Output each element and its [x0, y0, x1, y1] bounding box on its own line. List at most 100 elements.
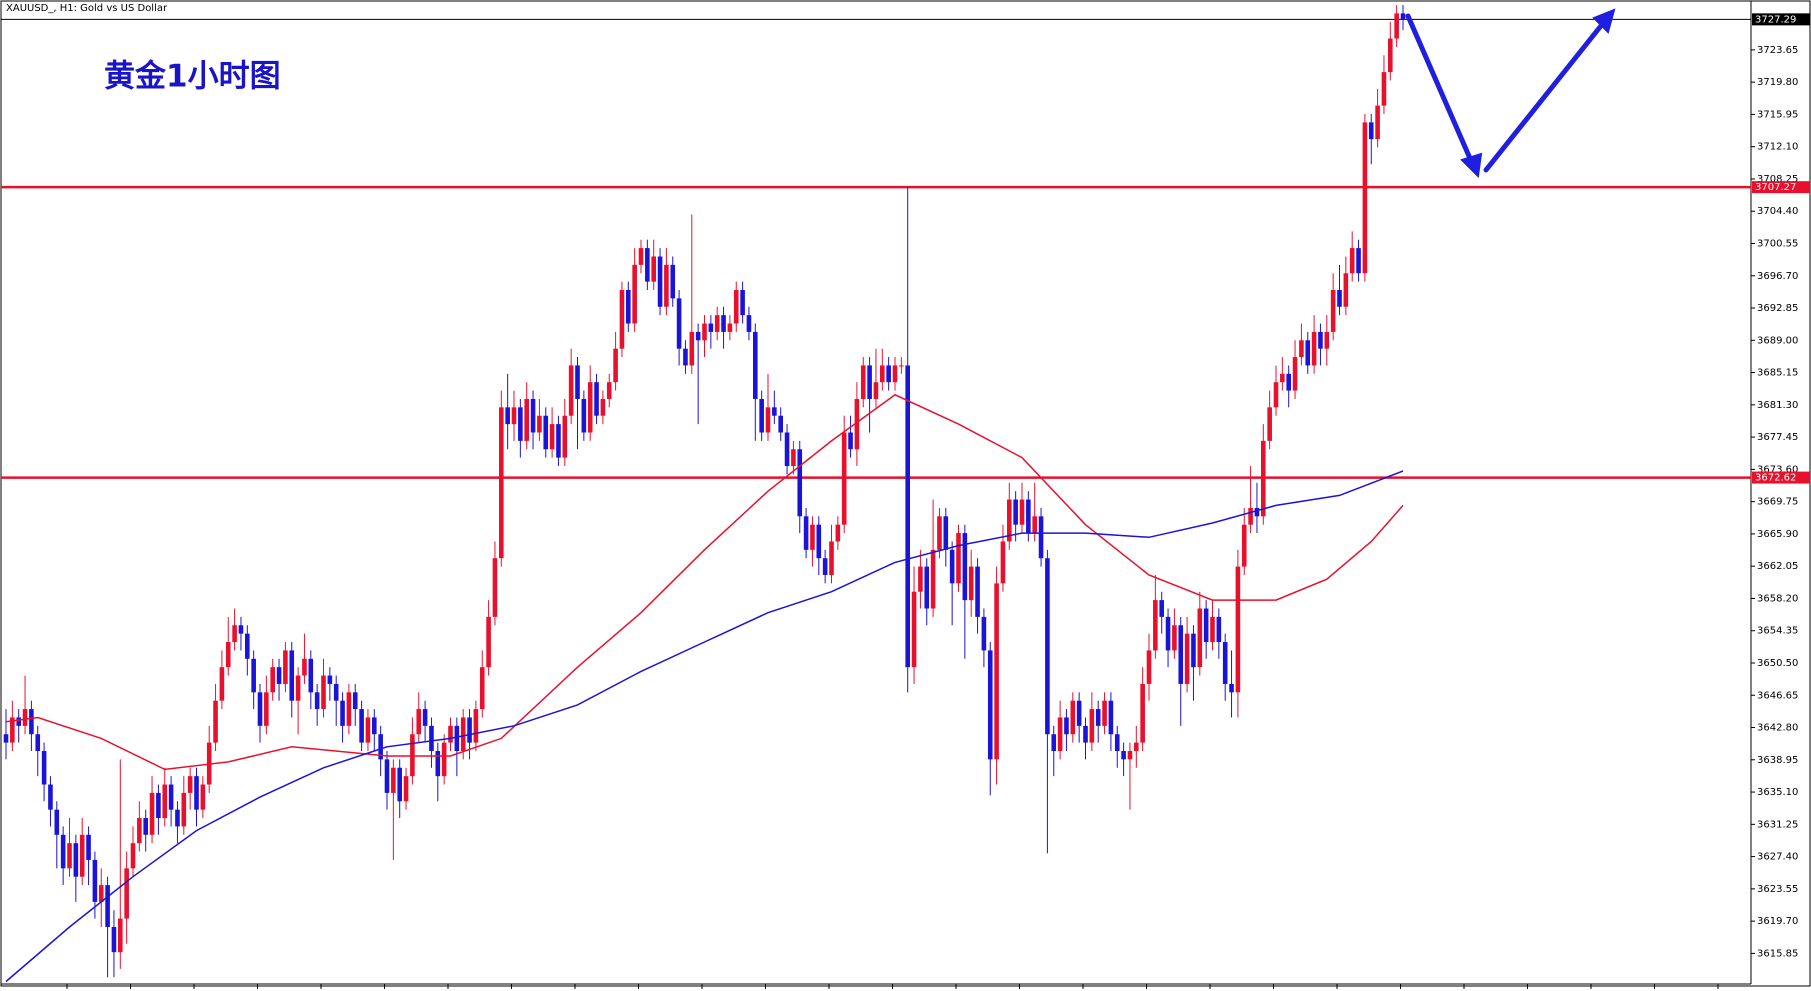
candle-body — [124, 868, 129, 919]
arrow-head — [1460, 152, 1483, 179]
candle-body — [352, 692, 358, 710]
candle-body — [575, 365, 580, 399]
candle-body — [130, 843, 136, 869]
candle-body — [581, 398, 587, 433]
candle-body — [359, 709, 364, 743]
candle-body — [1146, 650, 1152, 684]
candle-body — [746, 315, 752, 332]
candle-body — [473, 709, 479, 743]
candle-body — [791, 449, 796, 467]
y-tick-label: 3615.85 — [1757, 948, 1798, 959]
candle-body — [1248, 507, 1253, 525]
candle-body — [867, 365, 872, 399]
candle-body — [924, 566, 930, 609]
candle-body — [772, 407, 777, 416]
candle-body — [1330, 290, 1336, 332]
candle-body — [486, 616, 491, 668]
candle-body — [1064, 717, 1069, 735]
candle-body — [1222, 642, 1228, 684]
candle-body — [416, 709, 422, 735]
candle-body — [98, 885, 104, 902]
price-label: 3707.27 — [1755, 182, 1796, 193]
candle-body — [460, 717, 466, 751]
candle-body — [1261, 440, 1266, 517]
candle-body — [511, 407, 517, 425]
candle-body — [1057, 717, 1063, 751]
candle-body — [841, 432, 847, 525]
y-tick-label: 3619.70 — [1757, 916, 1798, 927]
candle-body — [1368, 122, 1374, 140]
y-tick-label: 3715.95 — [1757, 109, 1798, 120]
candle-body — [384, 759, 390, 793]
candle-body — [73, 843, 79, 877]
candle-body — [175, 809, 180, 827]
candle-body — [1134, 742, 1139, 751]
candle-body — [638, 248, 644, 265]
candle-body — [1203, 608, 1209, 643]
y-tick-label: 3689.00 — [1757, 335, 1798, 346]
candle-body — [219, 667, 225, 701]
candle-body — [683, 348, 688, 366]
candle-body — [1102, 700, 1107, 726]
candle-body — [340, 700, 345, 726]
candle-body — [1400, 13, 1406, 20]
candle-body — [930, 549, 936, 609]
candle-body — [778, 415, 783, 433]
candle-body — [1216, 616, 1222, 643]
candle-body — [1140, 683, 1145, 743]
candle-body — [600, 398, 606, 416]
candle-body — [537, 415, 542, 433]
candle-body — [1114, 734, 1120, 751]
candle-body — [1178, 625, 1184, 684]
candle-body — [1324, 331, 1330, 349]
candle-body — [994, 583, 999, 760]
candle-body — [918, 566, 923, 592]
candle-body — [225, 642, 231, 668]
candle-body — [968, 566, 974, 601]
candle-body — [1210, 616, 1215, 643]
candle-body — [238, 625, 244, 634]
candle-body — [105, 885, 110, 928]
candle-body — [1184, 633, 1190, 684]
candle-body — [1273, 382, 1279, 408]
candle-body — [676, 298, 682, 349]
candle-body — [632, 264, 637, 324]
candle-body — [880, 365, 885, 383]
candle-body — [181, 792, 187, 827]
candle-body — [594, 382, 599, 416]
candle-body — [727, 323, 733, 332]
candle-body — [410, 734, 415, 777]
candle-body — [270, 667, 275, 693]
candle-body — [1095, 709, 1101, 726]
price-label-box — [1752, 13, 1810, 26]
y-tick-label: 3685.15 — [1757, 368, 1798, 379]
candle-body — [1349, 248, 1355, 274]
candle-body — [41, 750, 47, 785]
candle-body — [613, 348, 618, 383]
candle-body — [295, 675, 301, 701]
candle-body — [829, 541, 834, 575]
candle-body — [626, 290, 631, 324]
candle-body — [1007, 499, 1012, 542]
candle-body — [949, 549, 955, 584]
candle-body — [1076, 700, 1082, 726]
candle-body — [1000, 541, 1006, 584]
candle-body — [702, 323, 707, 341]
candle-body — [1032, 516, 1037, 534]
y-tick-label: 3642.80 — [1757, 723, 1798, 734]
candle-body — [1108, 700, 1114, 735]
candle-body — [92, 859, 98, 902]
candle-body — [143, 818, 148, 835]
candle-body — [308, 658, 314, 693]
y-tick-label: 3696.70 — [1757, 271, 1798, 282]
candle-body — [835, 524, 841, 542]
candle-body — [1019, 499, 1025, 525]
candle-body — [899, 365, 904, 367]
candle-body — [733, 290, 739, 324]
y-tick-label: 3681.30 — [1757, 400, 1798, 411]
price-label-box — [1752, 471, 1810, 484]
candle-body — [886, 365, 891, 383]
